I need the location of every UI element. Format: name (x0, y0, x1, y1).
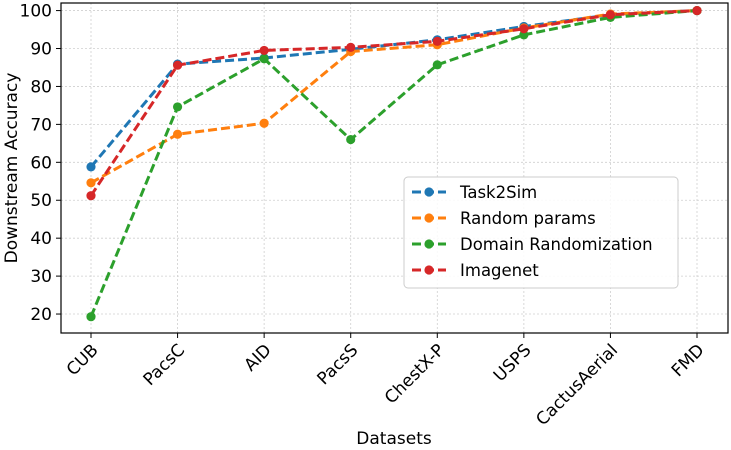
data-point-imagenet (172, 60, 183, 70)
series-line-domain-randomization (89, 9, 698, 318)
x-tick-label: ChestX-P (381, 340, 449, 408)
y-tick-label: 100 (20, 2, 52, 22)
y-tick-label: 50 (30, 191, 52, 211)
data-point-imagenet (605, 10, 616, 20)
y-tick-label: 90 (30, 40, 52, 60)
legend-marker-domain-randomization (424, 239, 434, 249)
legend-label-domain-randomization: Domain Randomization (460, 235, 653, 254)
data-point-imagenet (346, 42, 356, 52)
data-point-imagenet (692, 5, 702, 16)
y-tick-label: 70 (30, 115, 52, 135)
legend-label-task2sim: Task2Sim (459, 183, 537, 202)
data-point-random-params (86, 178, 96, 188)
x-tick-label: CUB (63, 340, 103, 380)
data-point-imagenet (86, 191, 96, 201)
legend-label-imagenet: Imagenet (460, 261, 539, 280)
series-lines (86, 5, 702, 322)
data-point-imagenet (259, 45, 269, 56)
data-point-random-params (172, 129, 183, 139)
y-tick-label: 60 (30, 153, 52, 173)
data-point-imagenet (432, 36, 442, 46)
data-point-domain-randomization (86, 312, 96, 322)
y-tick-label: 80 (30, 77, 52, 97)
legend-label-random-params: Random params (460, 209, 596, 228)
y-axis-title: Downstream Accuracy (2, 73, 22, 264)
x-tick-label: PacsC (140, 340, 189, 389)
y-tick-label: 30 (30, 267, 52, 287)
legend: Task2Sim Random params Domain Randomizatio… (403, 176, 679, 289)
x-tick-label: CactusAerial (532, 340, 622, 430)
data-point-random-params (259, 118, 269, 128)
series-line-task2sim (89, 9, 698, 168)
data-point-domain-randomization (172, 102, 183, 112)
y-tick-label: 40 (30, 229, 52, 249)
legend-marker-random-params (424, 213, 434, 223)
x-axis-title: Datasets (356, 429, 432, 449)
series-line-imagenet (89, 9, 698, 197)
data-point-domain-randomization (346, 134, 356, 145)
plot-frame (60, 2, 729, 334)
x-tick-label: AID (241, 340, 276, 375)
data-point-imagenet (519, 24, 529, 34)
x-tick-label: USPS (490, 340, 535, 385)
data-point-task2sim (86, 162, 96, 172)
legend-marker-imagenet (424, 265, 434, 275)
legend-marker-task2sim (424, 187, 434, 197)
data-point-domain-randomization (259, 54, 269, 64)
legend-box (403, 176, 679, 289)
x-tick-label: PacsS (314, 340, 363, 389)
x-tick-label: FMD (668, 340, 709, 381)
series-line-random-params (90, 9, 698, 185)
y-tick-label: 20 (30, 305, 52, 325)
data-point-domain-randomization (432, 60, 442, 70)
